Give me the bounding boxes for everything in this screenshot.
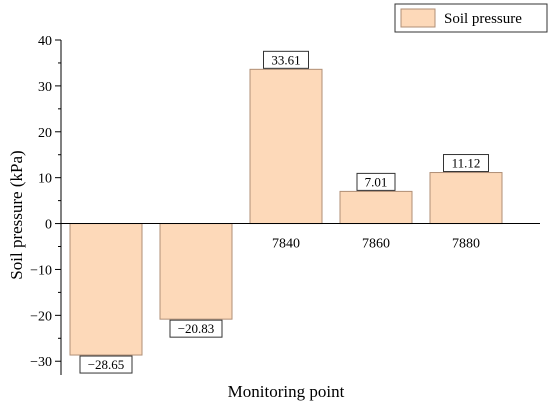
bar	[249, 68, 323, 225]
y-ticks: 40 30 20 10 0 −10 −20 −30	[30, 34, 61, 370]
bar	[339, 190, 413, 225]
legend-label-soil-pressure: Soil pressure	[444, 11, 522, 27]
y-axis-title: Soil pressure (kPa)	[7, 150, 26, 279]
x-tick-label: 7880	[452, 237, 480, 252]
data-label: −28.65	[79, 355, 133, 374]
axes-layer	[60, 40, 540, 375]
bar	[159, 223, 233, 320]
data-label: 7.01	[356, 172, 396, 191]
data-label-box	[263, 50, 309, 69]
data-labels: −28.65 −20.83 33.61 7.01 11.12	[79, 50, 489, 374]
x-axis-title: Monitoring point	[228, 382, 345, 401]
data-label-text: 11.12	[452, 156, 481, 171]
data-label-box	[356, 172, 396, 191]
data-label-box	[169, 319, 223, 338]
x-tick-label: 7860	[362, 237, 390, 252]
y-tick-label: 40	[38, 34, 52, 49]
y-tick-label: 10	[38, 172, 52, 187]
y-tick-label: −20	[30, 309, 52, 324]
bar	[429, 172, 503, 225]
data-label-text: 7.01	[365, 174, 388, 189]
y-tick-label: 30	[38, 80, 52, 95]
x-tick-labels: 7840 7860 7880	[272, 237, 480, 252]
x-tick-label: 7840	[272, 237, 300, 252]
data-label-text: −20.83	[178, 321, 215, 336]
legend-swatch-soil-pressure	[400, 8, 436, 28]
data-label: −20.83	[169, 319, 223, 338]
y-tick-label: 0	[45, 218, 52, 233]
y-tick-label: −10	[30, 263, 52, 278]
data-label-box	[79, 355, 133, 374]
data-label-text: −28.65	[88, 357, 125, 372]
bar	[69, 223, 143, 356]
legend: Soil pressure	[394, 3, 548, 33]
bars-layer	[69, 68, 503, 356]
y-tick-label: −30	[30, 355, 52, 370]
data-label: 11.12	[443, 154, 489, 173]
data-label-text: 33.61	[271, 52, 300, 67]
data-label-box	[443, 154, 489, 173]
y-tick-label: 20	[38, 126, 52, 141]
data-label: 33.61	[263, 50, 309, 69]
